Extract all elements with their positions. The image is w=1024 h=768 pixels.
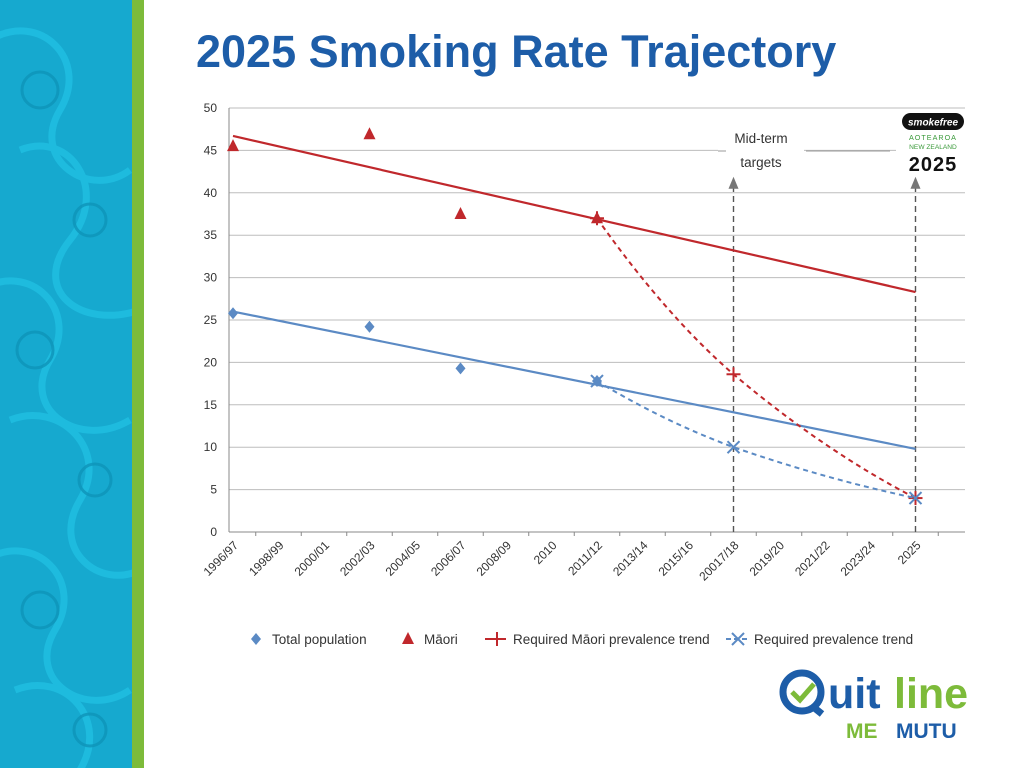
target-arrowhead xyxy=(728,176,739,189)
y-tick-label: 45 xyxy=(204,143,218,157)
y-tick-label: 20 xyxy=(204,355,218,369)
slide-title: 2025 Smoking Rate Trajectory xyxy=(196,26,837,77)
data-point-triangle xyxy=(227,139,239,152)
mid-term-annotation: Mid-term targets xyxy=(718,123,921,532)
annotation-backdrop xyxy=(718,123,804,179)
x-tick-label: 2006/07 xyxy=(428,538,469,579)
x-tick-label: 2015/16 xyxy=(656,538,697,579)
legend-label: Required prevalence trend xyxy=(754,632,913,647)
x-tick-label: 2013/14 xyxy=(610,538,651,579)
decorative-side-panel xyxy=(0,0,132,768)
smokefree-badge-text: smokefree xyxy=(908,118,958,129)
quitline-wordmark-line: line xyxy=(894,670,968,718)
smokefree-line1: AOTEAROA xyxy=(909,133,957,142)
legend-label: Total population xyxy=(272,632,367,647)
quitline-wordmark-quit: uit xyxy=(828,670,881,718)
quitline-logo: uit line ME MUTU xyxy=(779,669,968,742)
required-trend-curve xyxy=(596,217,916,499)
data-point-diamond xyxy=(455,362,466,375)
quitline-sub-me: ME xyxy=(846,720,878,742)
data-point-x xyxy=(590,374,604,388)
data-point-triangle xyxy=(402,632,414,644)
x-tick-label: 2023/24 xyxy=(838,538,879,579)
legend-label: Required Māori prevalence trend xyxy=(513,632,710,647)
x-tick-label: 1996/97 xyxy=(201,538,242,579)
linear-trendline xyxy=(232,310,916,450)
koru-pattern xyxy=(0,27,132,768)
quitline-sub-mutu: MUTU xyxy=(896,720,957,742)
y-tick-label: 5 xyxy=(210,483,217,497)
target-arrowhead xyxy=(910,176,921,189)
smokefree-year: 2025 xyxy=(909,154,958,176)
x-tick-label: 2021/22 xyxy=(792,538,833,579)
y-tick-label: 30 xyxy=(204,271,218,285)
x-tick-label: 2010 xyxy=(531,538,560,567)
y-tick-label: 40 xyxy=(204,186,218,200)
y-tick-label: 10 xyxy=(204,440,218,454)
data-point-x xyxy=(731,632,745,646)
x-tick-label: 2002/03 xyxy=(337,538,378,579)
y-tick-label: 25 xyxy=(204,313,218,327)
x-tick-label: 2025 xyxy=(895,538,924,567)
smokefree-2025-logo: smokefree AOTEAROA NEW ZEALAND 2025 xyxy=(896,110,970,176)
data-point-diamond xyxy=(251,633,261,645)
quitline-q-icon xyxy=(779,669,825,717)
data-point-diamond xyxy=(364,320,375,333)
x-tick-label: 2011/12 xyxy=(565,538,605,578)
legend-label: Māori xyxy=(424,632,458,647)
data-point-x xyxy=(726,440,741,454)
x-tick-label: 2019/20 xyxy=(747,538,788,579)
y-tick-label: 50 xyxy=(204,101,218,115)
x-tick-label: 2004/05 xyxy=(383,538,424,579)
chart-trendlines xyxy=(232,134,916,450)
y-tick-label: 0 xyxy=(210,525,217,539)
x-tick-label: 1998/99 xyxy=(246,538,287,579)
data-point-triangle xyxy=(363,127,376,140)
data-point-x xyxy=(908,491,923,505)
linear-trendline xyxy=(232,134,916,294)
smokefree-line2: NEW ZEALAND xyxy=(909,144,957,151)
x-tick-label: 2008/09 xyxy=(474,538,515,579)
annotation-text-line2: targets xyxy=(740,155,782,170)
chart-legend: Total population Māori Required Māori prev… xyxy=(251,632,913,647)
x-tick-label: 2000/01 xyxy=(292,538,333,579)
data-point-triangle xyxy=(454,207,467,219)
y-tick-label: 15 xyxy=(204,398,218,412)
accent-stripe xyxy=(132,0,144,768)
annotation-text-line1: Mid-term xyxy=(734,131,787,146)
chart-gridlines xyxy=(229,107,965,491)
data-point-diamond xyxy=(228,307,238,320)
x-tick-label: 20017/18 xyxy=(696,538,742,584)
chart-series xyxy=(227,127,923,506)
y-tick-label: 35 xyxy=(204,228,218,242)
